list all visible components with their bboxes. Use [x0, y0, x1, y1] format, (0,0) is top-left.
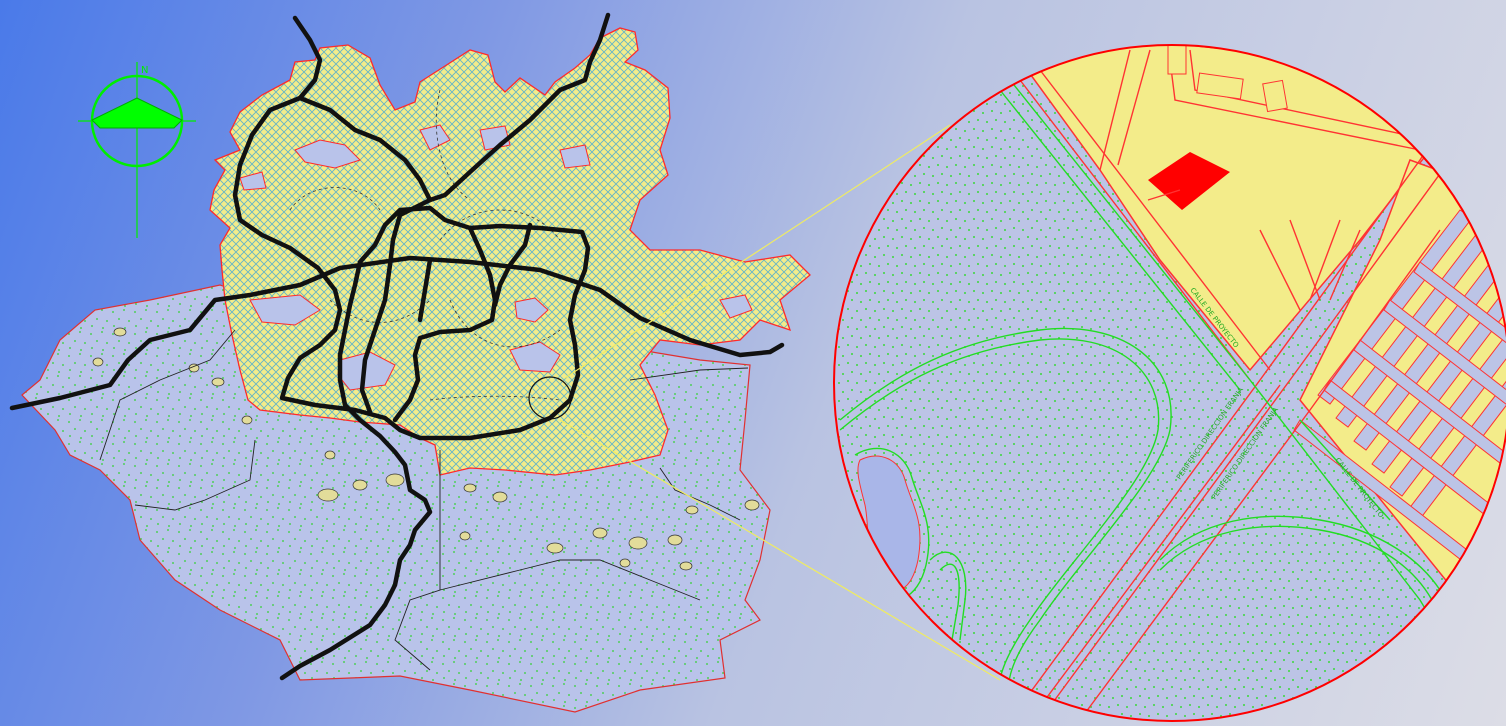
highlighted-parcel: [1148, 152, 1230, 210]
rural-settlements: [92, 327, 760, 571]
detail-inset: PERIFERICO DIRECCION FRANJA PERIFERICO D…: [833, 44, 1506, 722]
north-arrow-icon: N: [78, 62, 196, 238]
highway-network: [9, 12, 785, 681]
zoom-source-marker: [528, 376, 572, 420]
zoom-connector-lines: [559, 124, 1001, 681]
compass-north-label: N: [141, 65, 148, 76]
rural-boundaries: [99, 329, 749, 671]
